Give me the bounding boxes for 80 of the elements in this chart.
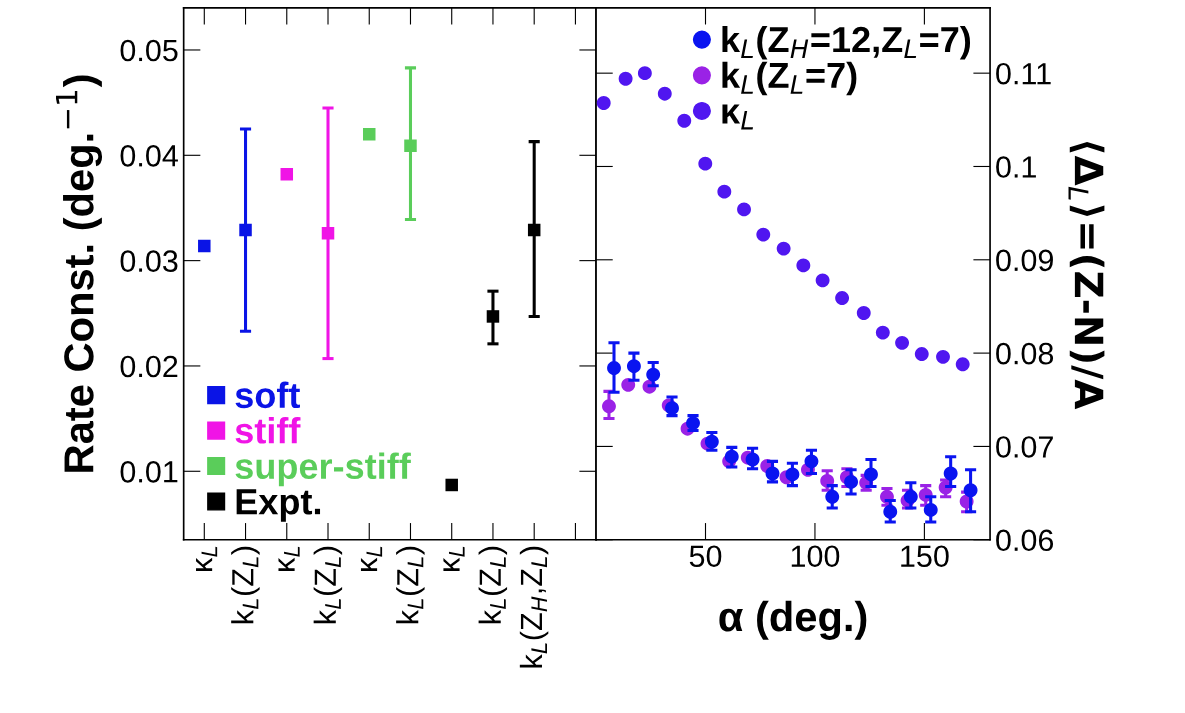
- y-axis-title: Rate Const. (deg.$^{−1}$): [56, 75, 103, 472]
- y2-tick-label: 0.08: [996, 342, 1054, 365]
- point: [804, 454, 819, 469]
- y2-tick-label: 0.09: [996, 249, 1053, 272]
- point: [677, 113, 692, 128]
- point: [815, 273, 830, 288]
- y-tick-label: 0.05: [120, 39, 178, 62]
- point: [704, 434, 719, 449]
- point: [963, 483, 978, 498]
- y2-tick-label: 0.06: [996, 529, 1054, 552]
- x-tick-label: k$_{L}$(Z$_{H}$,Z$_{L}$): [519, 546, 549, 668]
- point: [745, 452, 760, 467]
- legend-label: stiff: [235, 417, 301, 444]
- point: [198, 239, 211, 253]
- point: [596, 96, 611, 110]
- x-tick-label: κ$_{L}$: [278, 546, 300, 571]
- y-tick-label: 0.02: [120, 355, 178, 378]
- legend-label: κ$_{L}$: [722, 104, 753, 130]
- point: [239, 223, 252, 237]
- x-tick-label: κ$_{L}$: [360, 546, 383, 571]
- point: [955, 357, 970, 372]
- legend-label: soft: [235, 381, 300, 409]
- point: [776, 241, 791, 256]
- point: [665, 401, 679, 416]
- point: [486, 310, 500, 323]
- y-tick-label: 0.01: [120, 461, 178, 483]
- point: [737, 202, 751, 217]
- legend-label: k$_{L}$(Z$_{H}$=12,Z$_{L}$=7): [722, 25, 971, 60]
- point: [903, 489, 918, 504]
- point: [844, 474, 859, 489]
- x-axis-title: α (deg.): [719, 600, 867, 640]
- x-tick-label: k$_{L}$(Z$_{L}$): [478, 546, 508, 624]
- point: [363, 127, 376, 141]
- point: [785, 467, 800, 482]
- point: [796, 258, 811, 273]
- y-tick-label: 0.04: [120, 145, 178, 167]
- point: [646, 367, 661, 382]
- point: [835, 291, 850, 305]
- point: [618, 71, 633, 86]
- point: [856, 306, 871, 320]
- point: [404, 139, 417, 153]
- point: [698, 156, 713, 171]
- x-tick-label: k$_{L}$(Z$_{L}$): [313, 546, 343, 624]
- point: [923, 502, 938, 517]
- point: [864, 467, 878, 482]
- legend-label: Expt.: [236, 489, 321, 522]
- y2-tick-label: 0.11: [996, 62, 1051, 85]
- point: [657, 86, 672, 101]
- point: [914, 347, 929, 361]
- x-tick-label: 150: [901, 545, 949, 568]
- point: [895, 335, 910, 350]
- y2-tick-label: 0.07: [996, 436, 1053, 458]
- point: [717, 184, 732, 199]
- y2-tick-label: 0.1: [996, 156, 1036, 178]
- point: [280, 168, 294, 181]
- legend-label: super-stiff: [235, 452, 411, 487]
- point: [527, 223, 541, 237]
- point: [825, 489, 840, 504]
- point: [724, 449, 739, 464]
- legend-label: k$_{L}$(Z$_{L}$=7): [722, 61, 857, 96]
- point: [936, 349, 950, 364]
- x-tick-label: 100: [791, 545, 840, 568]
- x-tick-label: k$_{L}$(Z$_{L}$): [231, 546, 260, 624]
- point: [445, 478, 458, 492]
- point: [602, 399, 616, 414]
- point: [883, 504, 898, 519]
- point: [321, 226, 335, 240]
- point: [943, 466, 958, 481]
- x-tick-label: 50: [689, 545, 722, 568]
- point: [756, 227, 771, 242]
- x-tick-label: κ$_{L}$: [196, 546, 218, 571]
- y2-axis-title: ⟨Δ$_{L}$⟩=(Z-N)/A: [1068, 141, 1105, 410]
- point: [607, 361, 621, 375]
- x-tick-label: κ$_{L}$: [443, 546, 465, 571]
- x-tick-label: k$_{L}$(Z$_{L}$): [396, 546, 425, 624]
- y-tick-label: 0.03: [120, 250, 178, 272]
- point: [875, 325, 890, 340]
- point: [637, 66, 652, 81]
- point: [765, 466, 780, 481]
- point: [626, 359, 641, 374]
